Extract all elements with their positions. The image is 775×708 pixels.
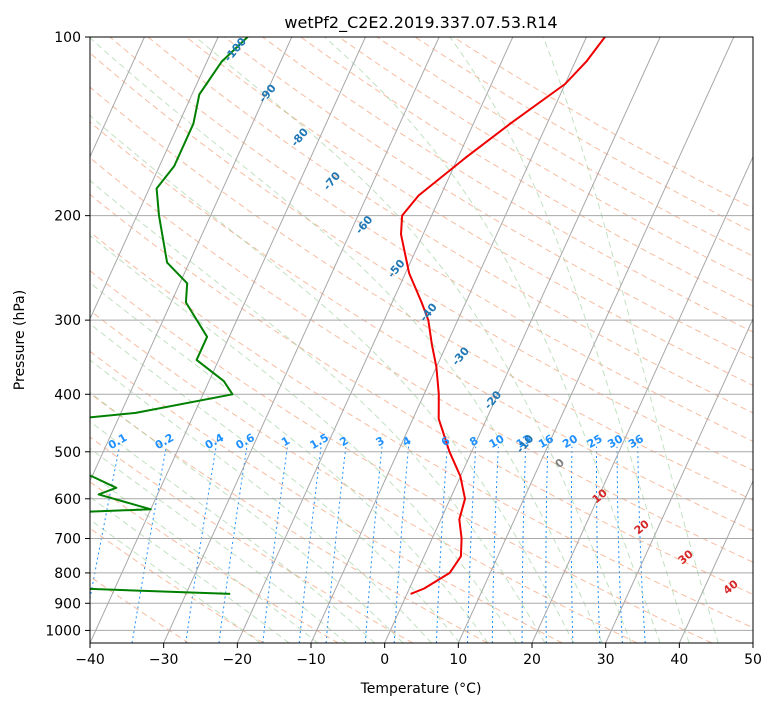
y-tick-label: 500 <box>54 445 81 461</box>
x-tick-label: −30 <box>149 652 179 668</box>
moist-adiabat-line <box>90 391 404 643</box>
isotherm-line <box>384 37 661 643</box>
moist-adiabat-line <box>90 235 517 643</box>
y-tick-label: 1000 <box>45 623 81 639</box>
y-tick-label: 800 <box>54 566 81 582</box>
x-tick-label: 0 <box>380 652 389 668</box>
moist-adiabat-line <box>90 447 347 643</box>
y-axis-title: Pressure (hPa) <box>12 290 28 390</box>
y-tick-label: 200 <box>54 209 81 225</box>
moist-adiabat-line <box>90 518 261 643</box>
moist-adiabat-line <box>90 496 290 643</box>
dry-adiabat-line <box>90 309 638 643</box>
isotherm-line <box>90 37 293 483</box>
mixing-ratio-line <box>90 446 120 602</box>
y-tick-label: 400 <box>54 387 81 403</box>
x-tick-label: 50 <box>744 652 762 668</box>
dry-adiabat-line <box>90 231 753 629</box>
moist-adiabat-line <box>90 37 603 643</box>
x-axis: −40 −30 −20 −10 0 10 20 30 40 50 <box>75 643 762 668</box>
moist-adiabats <box>90 37 719 643</box>
isotherm-grid <box>90 37 753 643</box>
isotherm-line <box>531 155 753 643</box>
isotherm-line <box>90 37 219 321</box>
y-tick-label: 300 <box>54 313 81 329</box>
dewpoint-profile <box>90 37 249 595</box>
dry-adiabat-line <box>376 37 753 257</box>
isotherm-line <box>605 317 753 643</box>
moist-adiabat-line <box>195 37 632 643</box>
y-axis: 100 200 300 400 500 600 700 800 900 1000 <box>45 30 90 639</box>
moist-adiabat-line <box>542 37 719 643</box>
moist-adiabat-line <box>90 114 575 643</box>
y-tick-label: 900 <box>54 596 81 612</box>
dry-adiabat-line <box>300 37 753 307</box>
mixing-ratio-line <box>131 446 167 643</box>
isotherm-line <box>90 37 145 159</box>
plot-frame <box>89 36 754 644</box>
isotherm-line <box>236 37 514 643</box>
dry-adiabat-line <box>338 37 753 282</box>
temperature-profile <box>400 37 606 595</box>
moist-adiabat-line <box>324 37 661 643</box>
chart-title: wetPf2_C2E2.2019.337.07.53.R14 <box>284 13 557 33</box>
moist-adiabat-line <box>90 420 376 643</box>
y-tick-label: 600 <box>54 492 81 508</box>
dry-adiabat-line <box>90 481 339 643</box>
x-tick-label: 20 <box>523 652 541 668</box>
dry-adiabat-line <box>453 37 753 209</box>
dry-adiabat-line <box>185 37 753 387</box>
dry-adiabat-line <box>90 527 264 643</box>
y-tick-label: 100 <box>54 30 81 46</box>
moist-adiabat-line <box>90 282 489 643</box>
moist-adiabat-line <box>449 37 690 643</box>
moist-adiabat-line <box>90 359 432 643</box>
x-tick-label: −40 <box>75 652 105 668</box>
x-axis-title: Temperature (°C) <box>360 681 482 697</box>
moist-adiabat-line <box>90 323 461 643</box>
x-tick-label: 40 <box>670 652 688 668</box>
x-tick-label: −10 <box>296 652 326 668</box>
dry-adiabat-line <box>109 37 753 442</box>
isotherm-line <box>90 37 366 643</box>
dry-adiabat-line <box>147 37 753 414</box>
dry-adiabat-line <box>90 350 563 643</box>
dry-adiabat-line <box>90 392 488 643</box>
isotherm-line <box>163 37 440 643</box>
dry-adiabat-line <box>224 37 753 359</box>
x-tick-label: 30 <box>597 652 615 668</box>
sounding-series <box>90 37 606 595</box>
y-tick-label: 700 <box>54 532 81 548</box>
isotherm-line <box>678 479 753 643</box>
isotherm-line <box>457 37 735 643</box>
dry-adiabat-line <box>90 270 712 643</box>
isotherm-line <box>310 37 587 643</box>
dry-adiabat-line <box>90 52 753 471</box>
x-tick-label: 10 <box>449 652 467 668</box>
x-tick-label: −20 <box>223 652 253 668</box>
isobar-grid <box>90 37 753 631</box>
mixing-ratio-line <box>218 446 248 643</box>
moist-adiabat-line <box>90 179 546 643</box>
